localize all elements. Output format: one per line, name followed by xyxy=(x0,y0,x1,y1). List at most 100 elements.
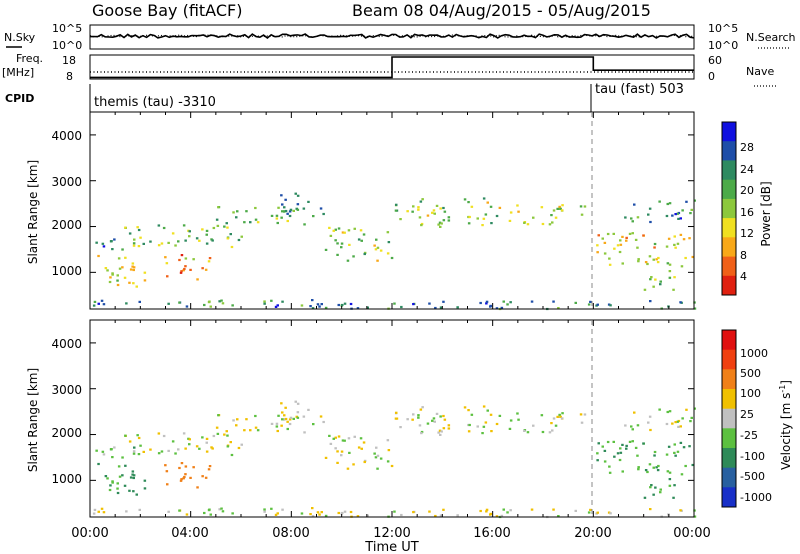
echo-cell xyxy=(102,245,106,248)
echo-cell xyxy=(625,239,628,242)
echo-cell xyxy=(541,222,545,226)
echo-cell xyxy=(135,493,138,496)
echo-cell xyxy=(223,433,226,436)
echo-cell xyxy=(142,450,145,453)
echo-cell xyxy=(288,418,292,421)
echo-cell xyxy=(621,262,624,265)
echo-cell xyxy=(226,434,229,437)
echo-cell xyxy=(668,478,672,481)
echo-cell xyxy=(648,463,652,466)
echo-cell xyxy=(447,219,451,222)
echo-cell xyxy=(324,248,328,251)
echo-cell xyxy=(320,511,323,514)
echo-cell xyxy=(412,205,415,208)
echo-cell xyxy=(204,476,208,479)
echo-cell xyxy=(341,303,344,307)
echo-cell xyxy=(286,420,289,423)
echo-cell xyxy=(667,237,671,240)
echo-cell xyxy=(135,285,138,288)
echo-cell xyxy=(300,512,304,515)
echo-cell xyxy=(203,511,206,515)
echo-cell xyxy=(386,439,390,442)
echo-cell xyxy=(431,419,434,422)
echo-cell xyxy=(309,305,312,308)
echo-cell xyxy=(618,458,622,462)
echo-cell xyxy=(184,465,188,468)
echo-cell xyxy=(102,511,106,514)
echo-cell xyxy=(357,238,361,241)
echo-cell xyxy=(136,434,139,437)
echo-cell xyxy=(132,490,135,493)
echo-cell xyxy=(643,288,647,291)
echo-cell xyxy=(348,243,351,246)
echo-cell xyxy=(541,430,545,434)
echo-cell xyxy=(374,456,378,459)
echo-cell xyxy=(532,216,535,219)
echo-cell xyxy=(254,206,257,210)
echo-cell xyxy=(666,202,669,206)
echo-cell xyxy=(637,258,640,261)
echo-cell xyxy=(167,241,170,244)
echo-cell xyxy=(97,510,100,513)
echo-cell xyxy=(467,222,471,225)
echo-cell xyxy=(332,437,335,440)
echo-cell xyxy=(343,439,346,442)
nsky-left-tick-bottom: 10^0 xyxy=(52,39,82,52)
echo-cell xyxy=(559,207,562,210)
echo-cell xyxy=(393,302,396,305)
nave-right-tick-bottom: 0 xyxy=(708,70,715,83)
echo-cell xyxy=(211,239,214,242)
echo-cell xyxy=(294,400,297,403)
echo-cell xyxy=(468,423,471,427)
echo-cell xyxy=(619,447,622,450)
echo-cell xyxy=(95,449,98,452)
echo-cell xyxy=(281,203,284,206)
echo-cell xyxy=(124,256,127,259)
power-cbar-tick-12: 12 xyxy=(740,227,754,240)
echo-cell xyxy=(143,479,147,482)
echo-cell xyxy=(137,228,141,232)
echo-cell xyxy=(601,237,604,240)
echo-cell xyxy=(225,430,228,433)
echo-cell xyxy=(486,409,489,412)
echo-cell xyxy=(608,263,612,266)
echo-cell xyxy=(131,262,135,265)
echo-cell xyxy=(479,509,482,513)
echo-cell xyxy=(666,262,670,265)
echo-cell xyxy=(437,431,440,434)
echo-cell xyxy=(680,265,684,268)
echo-cell xyxy=(631,220,634,223)
echo-cell xyxy=(608,465,611,468)
echo-cell xyxy=(665,453,669,456)
echo-cell xyxy=(208,465,212,468)
echo-cell xyxy=(557,415,561,418)
echo-cell xyxy=(485,510,488,513)
echo-cell xyxy=(347,229,351,232)
echo-cell xyxy=(516,204,519,207)
echo-cell xyxy=(359,437,363,440)
echo-cell xyxy=(349,510,353,514)
echo-cell xyxy=(281,300,284,303)
nsky-frame xyxy=(89,24,695,50)
xtick-12: 12:00 xyxy=(373,526,410,541)
echo-cell xyxy=(177,448,180,451)
echo-cell xyxy=(676,420,679,423)
echo-cell xyxy=(178,509,181,512)
echo-cell xyxy=(104,267,108,270)
echo-cell xyxy=(653,450,657,454)
echo-cell xyxy=(132,450,136,453)
echo-cell xyxy=(680,473,684,476)
echo-cell xyxy=(558,205,561,208)
echo-cell xyxy=(117,465,121,468)
echo-cell xyxy=(121,266,124,269)
echo-cell xyxy=(557,515,560,518)
echo-cell xyxy=(183,267,186,271)
echo-cell xyxy=(179,271,183,274)
echo-cell xyxy=(276,512,279,515)
echo-cell xyxy=(418,216,422,219)
velocity-echo-cells xyxy=(92,400,697,519)
echo-cell xyxy=(275,214,279,217)
echo-cell xyxy=(270,422,274,425)
echo-cell xyxy=(280,216,283,219)
echo-cell xyxy=(437,223,440,226)
